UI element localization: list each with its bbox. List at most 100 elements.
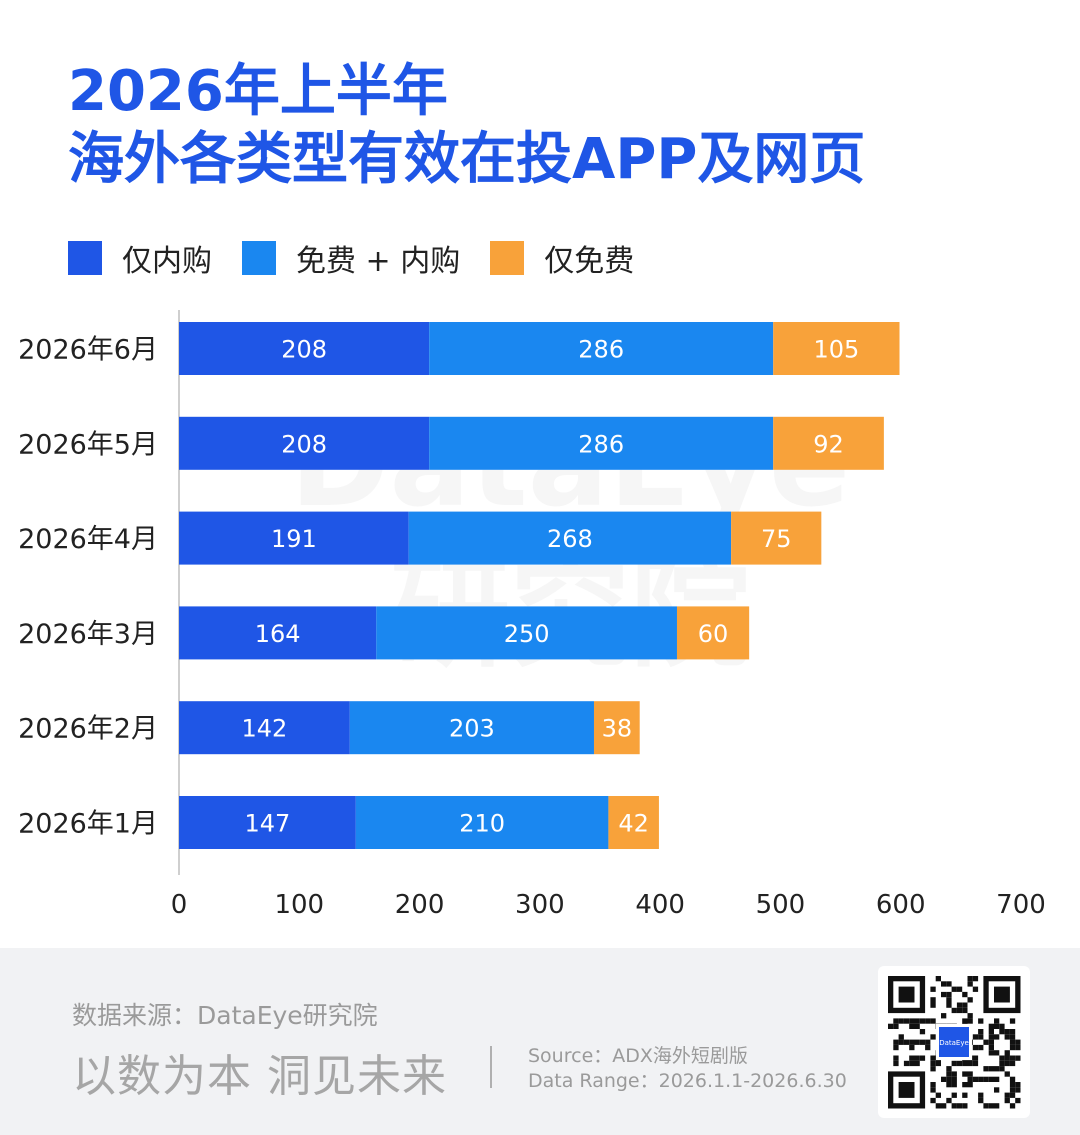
category-label: 2026年4月 [18,524,158,555]
qr-module [898,1039,904,1045]
qr-module [914,1060,920,1067]
qr-module [941,1103,947,1109]
qr-module [988,1039,994,1045]
qr-module [967,1013,973,1019]
qr-module [935,1103,941,1109]
bar-segment [676,606,750,660]
category-label: 2026年1月 [18,809,158,840]
chart-title: 2026年上半年 海外各类型有效在投APP及网页 [68,58,865,194]
qr-module [999,1066,1005,1072]
footer-divider [490,1046,492,1088]
qr-module [1004,1034,1010,1040]
data-label: 268 [547,525,593,553]
qr-module [962,1018,968,1024]
qr-module [946,1076,952,1082]
qr-module [1009,1044,1016,1051]
qr-module [978,1044,984,1051]
data-label: 42 [618,810,649,838]
qr-module [951,1092,957,1098]
qr-module [994,1066,1000,1072]
data-label: 164 [255,620,301,648]
qr-module [988,1023,994,1029]
qr-module [930,1060,936,1067]
qr-module [930,997,936,1003]
bar-segment [773,416,884,470]
qr-module [946,1066,952,1072]
qr-module [983,1039,989,1045]
qr-code: DataEye [878,966,1030,1118]
qr-module [988,1076,994,1082]
qr-module [1004,1055,1010,1061]
qr-module [983,1103,989,1109]
qr-module [914,1018,920,1024]
qr-module [909,1060,915,1067]
qr-module [972,1060,979,1067]
qr-module [999,1029,1005,1035]
qr-finder-core [994,986,1010,1003]
qr-module [893,1023,899,1029]
legend-item-2: 仅免费 [490,236,634,280]
qr-module [909,1018,915,1024]
qr-module [1009,1103,1016,1109]
qr-module [930,1097,936,1104]
qr-module [962,1082,968,1088]
qr-module [962,1071,968,1077]
qr-module [919,1055,926,1061]
legend-label-1: 免费 + 内购 [296,244,461,279]
qr-module [972,1034,979,1040]
qr-module [1009,1018,1016,1024]
qr-module [941,1076,947,1082]
qr-module [967,1071,973,1077]
qr-module [930,1055,936,1061]
qr-finder-core [898,986,915,1003]
qr-module [930,986,936,992]
qr-module [988,1050,994,1056]
qr-module [909,1039,915,1045]
qr-module [914,1039,920,1045]
qr-module [930,1087,936,1093]
qr-module [893,1044,899,1051]
bar-segment [179,511,409,565]
qr-module [999,1055,1005,1061]
qr-module [978,1097,984,1104]
qr-module [978,1018,984,1024]
data-label: 92 [813,430,844,458]
category-label: 2026年3月 [18,619,158,650]
legend-label-2: 仅免费 [544,244,635,279]
qr-module [903,1018,910,1024]
bar-segment [376,606,677,660]
category-label: 2026年6月 [18,335,158,366]
qr-module [1015,1039,1021,1045]
legend-label-0: 仅内购 [122,244,212,279]
data-label: 286 [578,336,624,364]
data-label: 210 [459,810,505,838]
qr-module [1015,1087,1021,1093]
qr-module [893,1018,899,1024]
qr-module [988,1034,994,1040]
legend-swatch-1 [242,241,276,275]
qr-module [988,1029,994,1035]
qr-module [983,1076,989,1082]
data-label: 208 [281,336,327,364]
qr-module [898,1018,904,1024]
qr-module [994,1034,1000,1040]
qr-module [956,986,963,992]
qr-module [1015,1055,1021,1061]
bar-segment [349,701,594,755]
qr-module [930,1002,936,1008]
qr-module [909,1023,915,1029]
qr-module [914,1055,920,1061]
qr-module [951,1007,957,1014]
qr-module [893,1055,899,1061]
qr-module [919,1018,926,1024]
slogan: 以数为本 洞见未来 [72,1051,447,1102]
qr-module [978,1029,984,1035]
qr-module [888,1023,894,1029]
qr-module [941,1013,947,1019]
qr-module [951,1082,957,1088]
bar-segment [179,416,430,470]
title-line-1: 2026年上半年 [68,59,448,124]
qr-module [893,1060,899,1067]
qr-module [935,976,941,982]
qr-module [946,981,952,987]
